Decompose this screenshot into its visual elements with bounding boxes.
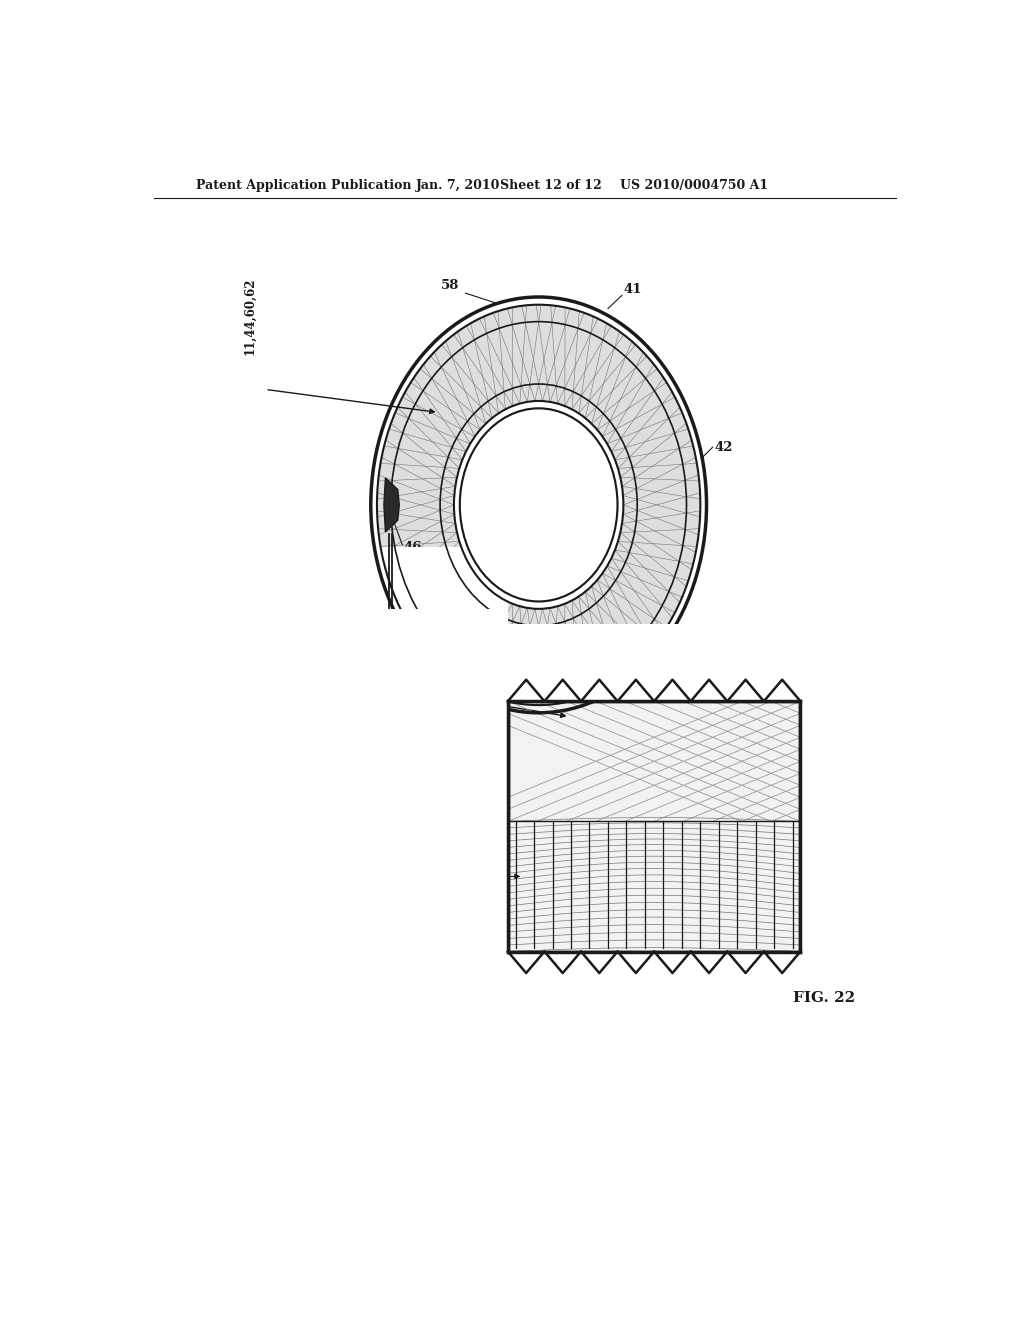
Text: 58: 58 (441, 280, 460, 292)
Text: 41: 41 (404, 603, 423, 615)
Text: Patent Application Publication: Patent Application Publication (196, 178, 412, 191)
Text: 14: 14 (372, 968, 390, 981)
Bar (123, 609, 508, 1014)
Text: 42: 42 (714, 441, 733, 454)
Text: US 2010/0004750 A1: US 2010/0004750 A1 (620, 178, 768, 191)
Ellipse shape (273, 942, 357, 960)
Text: 11,44,60,62: 11,44,60,62 (244, 277, 256, 355)
Ellipse shape (457, 404, 621, 606)
Text: FIG. 22: FIG. 22 (793, 990, 855, 1005)
Text: FIG. 22: FIG. 22 (793, 990, 855, 1005)
Text: 41: 41 (624, 284, 642, 296)
Text: Jan. 7, 2010: Jan. 7, 2010 (416, 178, 500, 191)
Bar (508, 952, 801, 1183)
Bar (801, 609, 954, 1014)
Text: 46: 46 (403, 541, 423, 554)
Bar (508, 701, 801, 952)
Text: 26: 26 (812, 808, 830, 820)
Ellipse shape (461, 409, 616, 601)
Text: Sheet 12 of 12: Sheet 12 of 12 (500, 178, 602, 191)
Text: 12: 12 (372, 833, 390, 846)
Bar (801, 548, 954, 701)
Bar (273, 729, 357, 952)
Text: 13: 13 (372, 718, 390, 731)
Text: FIG. 21: FIG. 21 (174, 589, 187, 652)
Ellipse shape (273, 719, 357, 737)
Ellipse shape (276, 954, 354, 965)
Text: 30: 30 (466, 870, 483, 883)
Text: 11,44,60,62: 11,44,60,62 (443, 593, 457, 671)
Polygon shape (384, 478, 399, 532)
Bar (508, 624, 801, 701)
Bar (131, 548, 508, 701)
Polygon shape (377, 305, 700, 705)
